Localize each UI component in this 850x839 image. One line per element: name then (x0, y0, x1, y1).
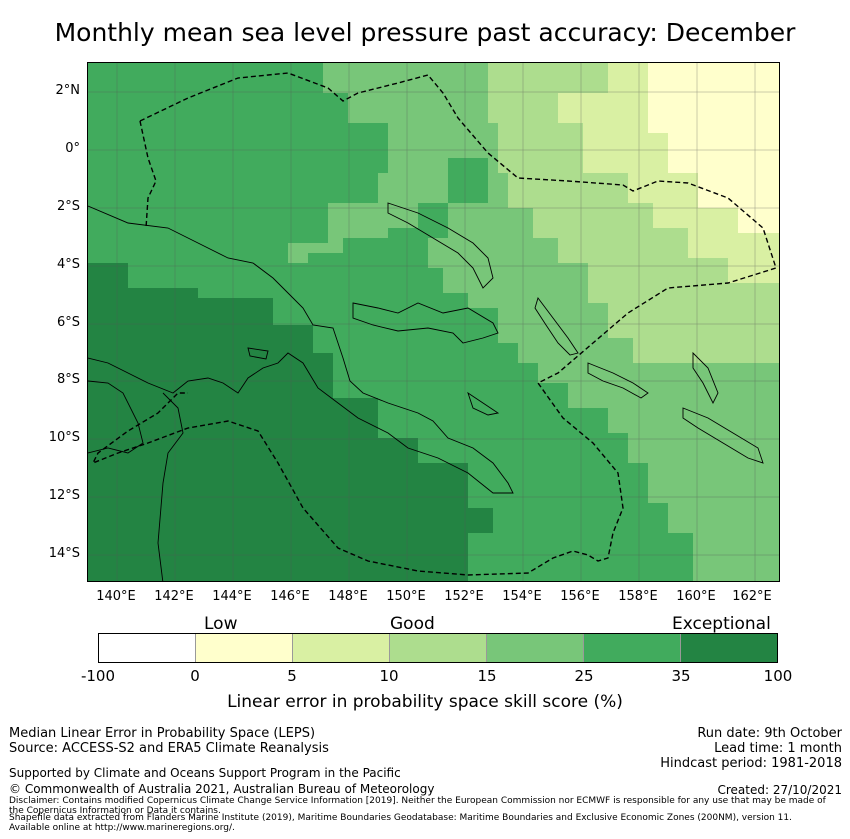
map-canvas (88, 63, 779, 581)
colorbar (98, 633, 778, 663)
colorbar-bin (390, 634, 487, 662)
tick-label: 25 (574, 667, 594, 685)
coastlines (88, 202, 764, 581)
lat-label: 14°S (48, 546, 80, 561)
category-low: Low (204, 614, 238, 634)
lat-label: 2°N (55, 83, 81, 98)
lon-label: 144°E (212, 589, 252, 604)
lat-label: 4°S (56, 257, 80, 272)
lon-label: 162°E (732, 589, 772, 604)
lon-label: 156°E (560, 589, 600, 604)
colorbar-bin (99, 634, 196, 662)
lon-label: 152°E (444, 589, 484, 604)
copyright-text: © Commonwealth of Australia 2021, Austra… (9, 782, 435, 796)
colorbar-bin (681, 634, 777, 662)
lat-label: 0° (65, 141, 80, 156)
tick-label: 0 (190, 667, 200, 685)
lead-time: Lead time: 1 month (714, 741, 842, 756)
run-date: Run date: 9th October (697, 726, 842, 741)
tick-label: 5 (287, 667, 297, 685)
created-date: Created: 27/10/2021 (717, 783, 842, 797)
graticule (88, 63, 779, 581)
shapefile-line-2: Available online at http://www.marinereg… (9, 823, 235, 833)
tick-label: 35 (671, 667, 691, 685)
lon-label: 160°E (676, 589, 716, 604)
shapefile-line-1: Shapefile data extracted from Flanders M… (9, 813, 792, 823)
eez-boundary (91, 72, 777, 576)
region-exceptional (88, 263, 493, 581)
lon-label: 146°E (270, 589, 310, 604)
lon-label: 142°E (154, 589, 194, 604)
lat-label: 10°S (48, 430, 80, 445)
source-text: Source: ACCESS-S2 and ERA5 Climate Reana… (9, 741, 329, 756)
category-exceptional: Exceptional (672, 614, 771, 634)
skill-map (87, 62, 780, 582)
tick-label: -100 (80, 667, 116, 685)
category-good: Good (390, 614, 435, 634)
tick-label: 100 (763, 667, 793, 685)
lon-label: 150°E (386, 589, 426, 604)
hindcast-period: Hindcast period: 1981-2018 (660, 756, 842, 771)
lon-label: 158°E (618, 589, 658, 604)
disclaimer-line-1: Disclaimer: Contains modified Copernicus… (9, 796, 826, 806)
lon-label: 148°E (328, 589, 368, 604)
disclaimer-line-2: the Copernicus Information or Data it co… (9, 806, 221, 816)
lat-label: 8°S (56, 372, 80, 387)
region-low (648, 63, 779, 233)
region-good-upper (288, 63, 488, 263)
lon-label: 154°E (502, 589, 542, 604)
lon-label: 140°E (96, 589, 136, 604)
lat-label: 12°S (48, 488, 80, 503)
chart-title: Monthly mean sea level pressure past acc… (54, 18, 796, 47)
colorbar-bin (487, 634, 584, 662)
colorbar-bin (293, 634, 390, 662)
method-text: Median Linear Error in Probability Space… (9, 726, 316, 741)
colorbar-label: Linear error in probability space skill … (227, 692, 623, 712)
support-text: Supported by Climate and Oceans Support … (9, 766, 401, 780)
lat-label: 6°S (56, 315, 80, 330)
lat-label: 2°S (56, 199, 80, 214)
colorbar-bin (196, 634, 293, 662)
tick-label: 10 (379, 667, 399, 685)
tick-label: 15 (477, 667, 497, 685)
colorbar-bin (584, 634, 681, 662)
